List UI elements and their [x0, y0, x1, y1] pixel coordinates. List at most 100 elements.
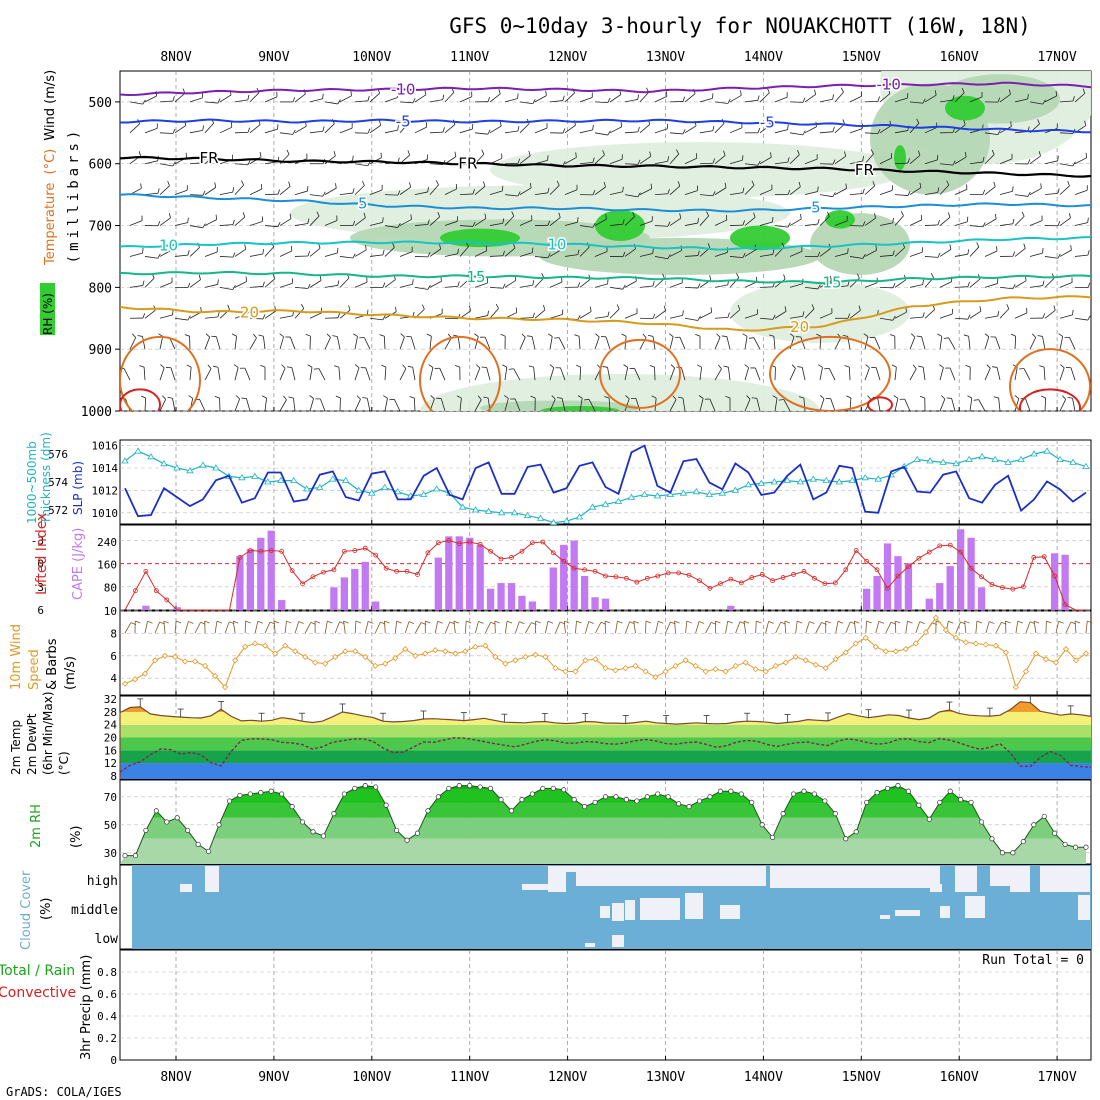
wind-speed-point: [492, 653, 499, 660]
thickness-point: [432, 485, 441, 492]
wind-speed-point: [412, 652, 419, 659]
panel-frame-precip: [119, 949, 1092, 1061]
wind-barb: [684, 222, 698, 226]
thickness-point: [510, 509, 519, 516]
wind-barb-flag: [602, 150, 605, 156]
wind-barb-flag: [283, 395, 287, 400]
wind-barb: [129, 123, 140, 134]
wind-barb-10m-flag: [273, 620, 280, 624]
wind-barb-flag: [233, 364, 239, 368]
wind-barb-flag: [602, 366, 608, 368]
rh-point: [696, 798, 703, 804]
wind-barb-flag: [352, 188, 355, 194]
wind-barb-flag: [816, 333, 822, 337]
rh-point: [206, 848, 212, 854]
wind-barb: [249, 286, 263, 288]
wind-barb: [759, 124, 771, 134]
cloud-ylabel: Cloud Cover (%): [19, 870, 54, 950]
wind-barb-flag: [952, 160, 956, 166]
cape-bar: [246, 549, 255, 610]
wind-barb: [159, 185, 170, 195]
contour-label: -10: [391, 80, 416, 98]
wind-barb: [684, 317, 698, 321]
wind-barb-flag: [474, 333, 479, 337]
wind-barb-flag: [857, 273, 860, 279]
wind-barb-flag: [698, 395, 704, 399]
wind-barb: [399, 368, 407, 381]
li-point: [561, 558, 567, 564]
li-point: [550, 550, 556, 556]
wind-barb-flag: [811, 304, 815, 310]
rh-point: [446, 785, 452, 791]
wind-barb: [729, 256, 743, 258]
wind-barb-10m: [324, 621, 328, 634]
wind-barb: [879, 125, 892, 134]
wind-barb: [414, 94, 427, 103]
wind-barb-flag: [279, 333, 284, 338]
wind-barb-flag: [847, 280, 850, 286]
li-point: [467, 539, 473, 545]
wind-barb-flag: [367, 128, 371, 134]
wind-barb-flag: [475, 364, 481, 369]
wind-barb-flag: [332, 335, 338, 337]
wind-speed-point: [732, 662, 739, 669]
wind-barb: [249, 317, 264, 320]
wind-speed-point: [482, 642, 489, 649]
wind-speed-point: [1082, 650, 1090, 657]
wind-barb: [459, 128, 473, 134]
li-point: [1000, 585, 1005, 590]
wind-barb: [159, 367, 165, 381]
rh-band: [120, 838, 1086, 864]
wind-barb-flag: [424, 89, 427, 95]
cloud-clear: [965, 896, 985, 918]
wind-barb: [774, 398, 778, 411]
wind-barb: [894, 398, 899, 411]
thickness-point: [809, 475, 817, 482]
wind-barb-flag: [322, 191, 326, 197]
wind-barb: [909, 101, 923, 104]
rh-point: [352, 785, 358, 791]
thickness-point: [186, 467, 194, 474]
wind-barb: [849, 128, 863, 134]
rh-point: [279, 791, 285, 797]
rh-point: [1010, 850, 1016, 856]
cape-bar: [946, 566, 954, 610]
wind-barb: [1070, 367, 1076, 381]
wind-barb-flag: [1021, 211, 1025, 217]
thickness-point: [1004, 458, 1012, 465]
wind-barb-flag: [663, 305, 666, 311]
wind-barb-flag: [907, 190, 911, 196]
cape-bar: [925, 598, 933, 610]
wind-barb: [170, 367, 176, 381]
wind-barb-10m: [124, 622, 132, 634]
wind-barb: [474, 185, 486, 195]
wind-barb: [219, 256, 234, 258]
wind-barb-flag: [547, 155, 549, 161]
wind-barb-flag: [1087, 217, 1089, 223]
wind-barb: [429, 131, 444, 134]
cloud-clear: [940, 906, 950, 918]
wind-barb-flag: [365, 244, 367, 251]
wind-barb-10m-flag: [437, 620, 443, 624]
li-point: [310, 574, 316, 580]
wind-barb-flag: [740, 90, 742, 96]
wind-barb-flag: [427, 284, 431, 290]
wind-barb: [489, 222, 503, 226]
cape-bar: [977, 587, 986, 610]
wind-barb: [504, 247, 516, 257]
cape-bar: [894, 556, 902, 610]
thickness-point: [913, 455, 921, 462]
wind-barb-flag: [167, 396, 173, 399]
upper-air-panel: [120, 71, 1091, 411]
wind-barb: [774, 161, 788, 165]
wind-barb-flag: [772, 314, 776, 320]
wind-barb-flag: [1070, 245, 1072, 251]
wind-barb-flag: [865, 364, 870, 369]
li-point: [519, 548, 525, 554]
wind-speed-point: [622, 665, 629, 672]
wind-barb: [564, 157, 577, 165]
wind-barb-flag: [1072, 96, 1075, 102]
rh-point: [989, 836, 995, 842]
rh-point: [341, 791, 347, 797]
wind-barb-flag: [845, 183, 847, 189]
